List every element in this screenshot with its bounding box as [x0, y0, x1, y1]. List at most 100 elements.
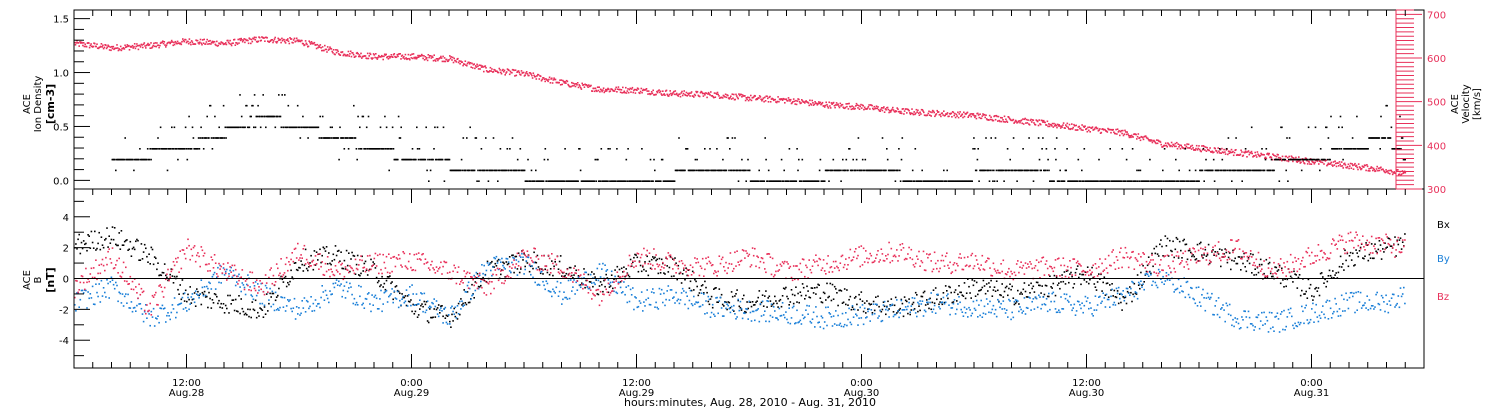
velocity-point	[1359, 167, 1361, 169]
velocity-point	[628, 88, 631, 91]
density-point	[1044, 169, 1047, 172]
density-point	[1262, 169, 1265, 172]
bx-point	[751, 301, 754, 303]
velocity-point	[248, 37, 251, 39]
density-point	[1287, 180, 1289, 182]
bx-point	[1050, 286, 1052, 288]
velocity-point	[800, 102, 802, 104]
velocity-point	[1326, 163, 1329, 166]
bx-point	[468, 301, 471, 304]
velocity-point	[899, 112, 901, 114]
velocity-point	[818, 102, 821, 105]
velocity-point	[984, 116, 986, 119]
velocity-point	[1224, 151, 1226, 153]
bx-point	[247, 308, 249, 311]
density-point	[327, 137, 329, 139]
bx-point	[777, 306, 779, 308]
bx-point	[1060, 281, 1062, 283]
bx-point	[250, 316, 252, 319]
bx-point	[746, 301, 748, 303]
density-point	[1217, 169, 1219, 172]
bx-point	[351, 251, 353, 254]
density-point	[855, 158, 858, 161]
bx-point	[354, 273, 357, 275]
by-point	[271, 290, 274, 293]
velocity-point	[881, 109, 884, 112]
velocity-point	[264, 40, 266, 42]
velocity-point	[254, 39, 257, 41]
by-point	[372, 304, 374, 306]
bx-point	[533, 251, 535, 254]
velocity-point	[620, 89, 623, 91]
density-point	[867, 169, 869, 172]
density-point	[1137, 169, 1140, 172]
by-point	[375, 297, 378, 300]
density-point	[886, 158, 889, 161]
velocity-point	[558, 81, 560, 84]
by-point	[142, 320, 145, 323]
density-point	[608, 180, 610, 182]
velocity-point	[698, 95, 701, 98]
bx-point	[1378, 240, 1381, 242]
velocity-point	[1369, 167, 1372, 170]
density-point	[1306, 158, 1308, 161]
density-point	[1319, 148, 1322, 150]
velocity-point	[420, 53, 423, 56]
density-point	[1175, 180, 1178, 182]
velocity-point	[629, 87, 631, 90]
density-point	[800, 180, 803, 182]
bx-point	[1009, 283, 1011, 285]
velocity-point	[426, 59, 429, 62]
velocity-point	[1136, 138, 1138, 140]
bx-point	[131, 247, 134, 250]
bx-point	[1160, 239, 1162, 241]
density-point	[770, 180, 772, 182]
density-point	[1155, 180, 1157, 182]
velocity-point	[1291, 156, 1293, 159]
velocity-point	[1033, 122, 1035, 124]
velocity-point	[306, 43, 308, 46]
bx-point	[1342, 263, 1344, 265]
bx-point	[626, 272, 629, 274]
density-point	[1230, 169, 1232, 172]
velocity-point	[253, 36, 256, 39]
velocity-point	[968, 114, 971, 116]
velocity-point	[421, 54, 424, 57]
velocity-point	[944, 114, 947, 117]
density-point	[1324, 158, 1326, 161]
velocity-point	[578, 84, 580, 86]
by-point	[136, 304, 138, 307]
density-point	[1009, 158, 1011, 161]
bx-point	[658, 257, 661, 260]
bx-point	[150, 246, 153, 249]
velocity-point	[815, 102, 818, 105]
density-point	[917, 180, 920, 182]
density-point	[522, 169, 525, 172]
density-point	[1030, 169, 1032, 172]
bx-point	[538, 268, 541, 270]
velocity-point	[1148, 140, 1151, 142]
bx-point	[157, 262, 159, 264]
velocity-point	[156, 42, 158, 44]
velocity-point	[1199, 150, 1202, 152]
density-point	[1264, 158, 1267, 161]
velocity-point	[117, 49, 120, 52]
density-point	[1258, 169, 1261, 172]
bx-point	[608, 286, 611, 288]
density-point	[367, 115, 370, 118]
velocity-point	[1173, 144, 1175, 146]
by-point	[513, 257, 515, 260]
bx-point	[425, 301, 428, 303]
density-point	[1062, 180, 1065, 182]
velocity-point	[286, 39, 288, 42]
density-point	[656, 180, 659, 182]
velocity-point	[158, 46, 160, 49]
bx-point	[926, 299, 928, 301]
velocity-point	[754, 95, 756, 97]
by-point	[123, 295, 126, 298]
density-point	[803, 180, 805, 182]
bx-point	[511, 254, 513, 257]
velocity-point	[722, 94, 725, 97]
velocity-point	[760, 98, 762, 101]
velocity-point	[745, 97, 748, 99]
